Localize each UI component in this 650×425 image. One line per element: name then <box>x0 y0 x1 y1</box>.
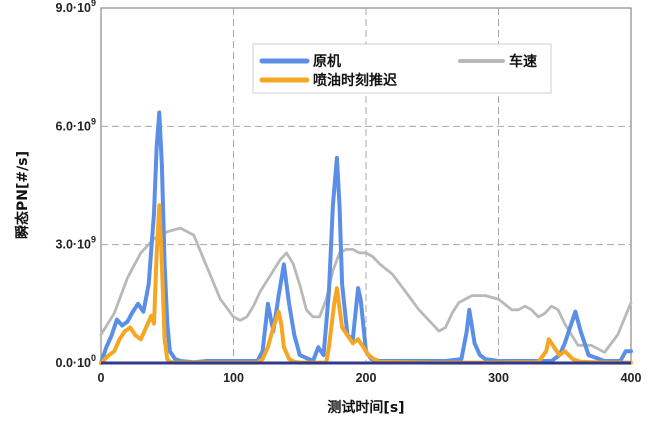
x-tick-label: 200 <box>356 371 377 385</box>
legend-label-retarded: 喷油时刻推迟 <box>313 72 397 89</box>
x-tick-label: 0 <box>98 371 105 385</box>
x-tick-label: 100 <box>223 371 244 385</box>
series-line-2 <box>99 226 633 354</box>
x-axis-label: 测试时间[s] <box>327 399 404 416</box>
y-axis-label: 瞬态PN[#/s] <box>14 151 31 239</box>
y-tick-labels: 0.0·100 3.0·109 6.0·109 9.0·109 <box>56 0 96 370</box>
y-tick-label: 3.0·109 <box>56 235 96 252</box>
legend-label-original: 原机 <box>313 53 341 70</box>
legend: 原机 车速 喷油时刻推迟 <box>252 43 552 94</box>
legend-label-speed: 车速 <box>509 53 537 70</box>
x-tick-labels: 0 100 200 300 400 <box>98 371 642 385</box>
y-tick-label: 6.0·109 <box>56 116 96 133</box>
x-tick-label: 400 <box>621 371 642 385</box>
y-tick-label: 9.0·109 <box>56 0 96 15</box>
legend-box <box>252 43 552 94</box>
x-tick-label: 300 <box>488 371 509 385</box>
y-tick-label: 0.0·100 <box>56 353 96 370</box>
